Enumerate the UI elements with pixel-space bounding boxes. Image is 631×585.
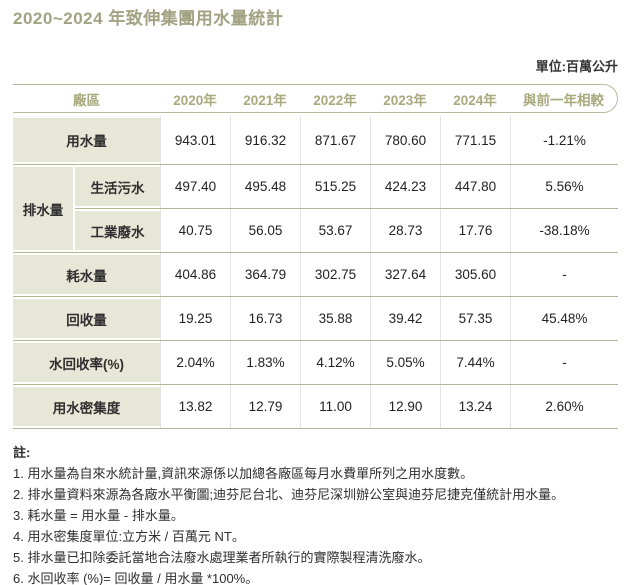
table-row-water-usage: 用水量 943.01 916.32 871.67 780.60 771.15 -… bbox=[13, 116, 618, 164]
cell-water-usage-compare: -1.21% bbox=[510, 116, 618, 164]
notes-heading: 註: bbox=[13, 445, 31, 460]
cell-industrial-2023: 28.73 bbox=[370, 209, 440, 252]
cell-domestic-2020: 497.40 bbox=[160, 165, 230, 208]
cell-consumption-2024: 305.60 bbox=[440, 253, 510, 296]
column-header-2020: 2020年 bbox=[173, 92, 217, 108]
cell-consumption-2021: 364.79 bbox=[230, 253, 300, 296]
column-header-compare: 與前一年相較 bbox=[523, 92, 604, 108]
column-header-2023: 2023年 bbox=[383, 92, 427, 108]
drainage-subrows: 生活污水 497.40 495.48 515.25 424.23 447.80 … bbox=[75, 165, 618, 252]
water-usage-table: 廠區 2020年 2021年 2022年 2023年 2024年 與前一年相較 … bbox=[13, 84, 618, 429]
cell-intensity-compare: 2.60% bbox=[510, 385, 618, 428]
cell-recycled-2023: 39.42 bbox=[370, 297, 440, 340]
column-header-2021: 2021年 bbox=[243, 92, 287, 108]
row-label-intensity: 用水密集度 bbox=[13, 385, 160, 428]
table-row-water-intensity: 用水密集度 13.82 12.79 11.00 12.90 13.24 2.60… bbox=[13, 384, 618, 428]
row-label-consumption: 耗水量 bbox=[13, 253, 160, 296]
cell-water-usage-2023: 780.60 bbox=[370, 116, 440, 164]
cell-domestic-2024: 447.80 bbox=[440, 165, 510, 208]
table-row-water-consumption: 耗水量 404.86 364.79 302.75 327.64 305.60 - bbox=[13, 252, 618, 296]
cell-water-usage-2020: 943.01 bbox=[160, 116, 230, 164]
cell-industrial-2024: 17.76 bbox=[440, 209, 510, 252]
cell-industrial-2022: 53.67 bbox=[300, 209, 370, 252]
cell-recycled-2024: 57.35 bbox=[440, 297, 510, 340]
cell-recycled-2022: 35.88 bbox=[300, 297, 370, 340]
cell-water-usage-2022: 871.67 bbox=[300, 116, 370, 164]
column-header-2024: 2024年 bbox=[453, 92, 497, 108]
cell-intensity-2022: 11.00 bbox=[300, 385, 370, 428]
cell-industrial-compare: -38.18% bbox=[510, 209, 618, 252]
cell-consumption-compare: - bbox=[510, 253, 618, 296]
cell-water-usage-2021: 916.32 bbox=[230, 116, 300, 164]
notes-section: 註: 1. 用水量為自來水統計量,資訊來源係以加總各廠區每月水費單所列之用水度數… bbox=[13, 442, 618, 585]
cell-recycle-rate-2022: 4.12% bbox=[300, 341, 370, 384]
cell-water-usage-2024: 771.15 bbox=[440, 116, 510, 164]
row-label-industrial: 工業廢水 bbox=[75, 209, 160, 252]
cell-consumption-2020: 404.86 bbox=[160, 253, 230, 296]
row-label-domestic: 生活污水 bbox=[75, 165, 160, 208]
cell-consumption-2023: 327.64 bbox=[370, 253, 440, 296]
cell-recycle-rate-2023: 5.05% bbox=[370, 341, 440, 384]
note-item-5: 5. 排水量已扣除委託當地合法廢水處理業者所執行的實際製程清洗廢水。 bbox=[13, 550, 431, 565]
column-header-2022: 2022年 bbox=[313, 92, 357, 108]
cell-domestic-2022: 515.25 bbox=[300, 165, 370, 208]
cell-domestic-2023: 424.23 bbox=[370, 165, 440, 208]
cell-domestic-2021: 495.48 bbox=[230, 165, 300, 208]
table-row-domestic-wastewater: 生活污水 497.40 495.48 515.25 424.23 447.80 … bbox=[75, 165, 618, 208]
page-title: 2020~2024 年致伸集團用水量統計 bbox=[13, 9, 284, 28]
note-item-3: 3. 耗水量 = 用水量 - 排水量。 bbox=[13, 508, 184, 523]
cell-intensity-2020: 13.82 bbox=[160, 385, 230, 428]
cell-recycled-2021: 16.73 bbox=[230, 297, 300, 340]
table-header-row: 廠區 2020年 2021年 2022年 2023年 2024年 與前一年相較 bbox=[13, 84, 618, 113]
cell-intensity-2024: 13.24 bbox=[440, 385, 510, 428]
cell-consumption-2022: 302.75 bbox=[300, 253, 370, 296]
row-label-drainage: 排水量 bbox=[13, 165, 75, 252]
note-item-6: 6. 水回收率 (%)= 回收量 / 用水量 *100%。 bbox=[13, 571, 259, 585]
cell-recycle-rate-2020: 2.04% bbox=[160, 341, 230, 384]
row-label-recycled: 回收量 bbox=[13, 297, 160, 340]
cell-industrial-2020: 40.75 bbox=[160, 209, 230, 252]
cell-recycled-2020: 19.25 bbox=[160, 297, 230, 340]
unit-label: 單位:百萬公升 bbox=[535, 59, 618, 74]
table-rowgroup-drainage: 排水量 生活污水 497.40 495.48 515.25 424.23 447… bbox=[13, 164, 618, 252]
cell-recycle-rate-2024: 7.44% bbox=[440, 341, 510, 384]
cell-industrial-2021: 56.05 bbox=[230, 209, 300, 252]
table-row-recycled-water: 回收量 19.25 16.73 35.88 39.42 57.35 45.48% bbox=[13, 296, 618, 340]
table-row-industrial-wastewater: 工業廢水 40.75 56.05 53.67 28.73 17.76 -38.1… bbox=[75, 208, 618, 252]
note-item-4: 4. 用水密集度單位:立方米 / 百萬元 NT。 bbox=[13, 529, 245, 544]
row-label-water-usage: 用水量 bbox=[13, 116, 160, 164]
row-label-recycle-rate: 水回收率(%) bbox=[13, 341, 160, 384]
cell-domestic-compare: 5.56% bbox=[510, 165, 618, 208]
cell-intensity-2021: 12.79 bbox=[230, 385, 300, 428]
cell-recycled-compare: 45.48% bbox=[510, 297, 618, 340]
table-row-recycle-rate: 水回收率(%) 2.04% 1.83% 4.12% 5.05% 7.44% - bbox=[13, 340, 618, 384]
note-item-1: 1. 用水量為自來水統計量,資訊來源係以加總各廠區每月水費單所列之用水度數。 bbox=[13, 466, 474, 481]
cell-recycle-rate-2021: 1.83% bbox=[230, 341, 300, 384]
cell-recycle-rate-compare: - bbox=[510, 341, 618, 384]
note-item-2: 2. 排水量資料來源為各廠水平衡圖;迪芬尼台北、迪芬尼深圳辦公室與迪芬尼捷克僅統… bbox=[13, 487, 565, 502]
table-body: 用水量 943.01 916.32 871.67 780.60 771.15 -… bbox=[13, 116, 618, 429]
column-header-plant: 廠區 bbox=[73, 92, 100, 108]
cell-intensity-2023: 12.90 bbox=[370, 385, 440, 428]
